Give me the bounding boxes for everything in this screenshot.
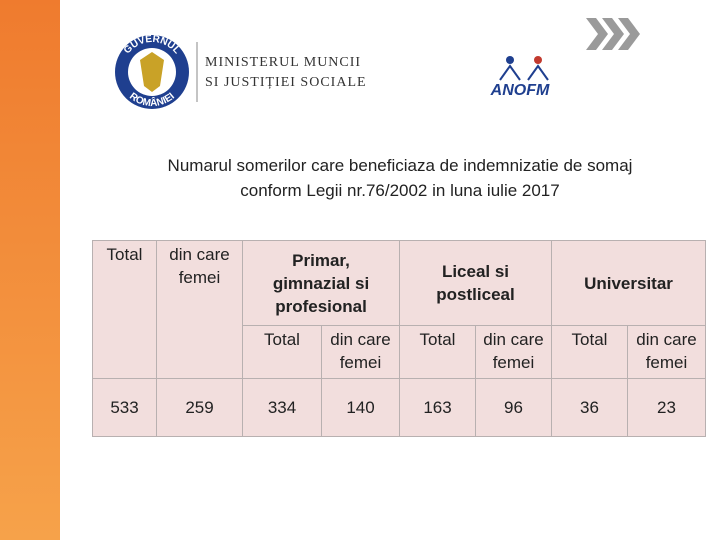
sub-header: Total	[399, 325, 476, 379]
ministry-line: MINISTERUL MUNCII	[205, 55, 361, 70]
data-cell: 36	[551, 378, 628, 437]
header-cell: din care femei	[156, 240, 243, 379]
eagle	[140, 52, 164, 92]
data-cell: 23	[627, 378, 706, 437]
data-cell: 140	[321, 378, 400, 437]
group-header: Liceal si postliceal	[399, 240, 552, 326]
sub-header: Total	[551, 325, 628, 379]
title-line: conform Legii nr.76/2002 in luna iulie 2…	[240, 181, 560, 200]
side-bar	[0, 0, 60, 540]
table: Total din care femei Primar, gimnazial s…	[92, 240, 706, 437]
agency-name: ANOFM	[490, 82, 550, 99]
ministry-line: SI JUSTIȚIEI SOCIALE	[205, 75, 367, 90]
logos: GUVERNUL ROMÂNIEI MINISTERUL MUNCII SI J…	[115, 18, 640, 109]
title: Numarul somerilor care beneficiaza de in…	[90, 153, 710, 203]
chevrons	[586, 18, 640, 50]
agency-logo: ANOFM	[476, 56, 564, 99]
sub-header: din care femei	[321, 325, 400, 379]
data-cell: 259	[156, 378, 243, 437]
group-header: Primar, gimnazial si profesional	[242, 240, 400, 326]
sub-header: Total	[242, 325, 322, 379]
data-cell: 334	[242, 378, 322, 437]
emblem-text: ROMÂNIEI	[127, 91, 177, 109]
header-cell: Total	[92, 240, 157, 379]
data-cell: 533	[92, 378, 157, 437]
sub-header: din care femei	[627, 325, 706, 379]
data-cell: 96	[475, 378, 552, 437]
title-line: Numarul somerilor care beneficiaza de in…	[167, 156, 633, 175]
group-header: Universitar	[551, 240, 706, 326]
data-cell: 163	[399, 378, 476, 437]
sub-header: din care femei	[475, 325, 552, 379]
data-row: 533 259 334 140 163 96 36 23	[92, 378, 706, 437]
